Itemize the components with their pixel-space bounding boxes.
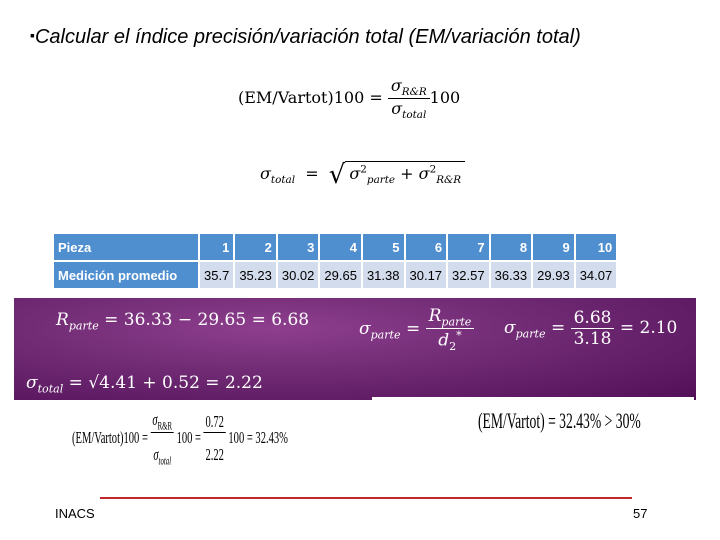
header-cell: 1 xyxy=(200,234,234,260)
sigma: σ xyxy=(390,76,402,95)
table-header-row: Pieza 1 2 3 4 5 6 7 8 9 10 xyxy=(54,234,617,260)
formula-sigma-total: σtotal = √ σ2parte + σ2R&R xyxy=(260,160,466,190)
header-cell: 4 xyxy=(320,234,361,260)
value: = √4.41 + 0.52 = 2.22 xyxy=(68,373,263,393)
num: 0.72 xyxy=(203,412,226,434)
sub: parte xyxy=(366,174,396,187)
den: 2.22 xyxy=(205,445,224,465)
white-strip xyxy=(372,397,694,402)
num: 6.68 xyxy=(570,308,615,329)
cell: 31.38 xyxy=(362,262,404,288)
sub: total xyxy=(270,174,296,187)
sigma-total-value: σtotal = √4.41 + 0.52 = 2.22 xyxy=(26,373,263,396)
header-cell: 8 xyxy=(490,234,532,260)
sub: 2 xyxy=(449,340,457,354)
lhs: (EM/Vartot)100 = xyxy=(72,427,148,447)
sub: total xyxy=(402,109,427,122)
result-formula: (EM/Vartot)100 = σR&R σtotal 100 = 0.72 2.… xyxy=(72,410,288,468)
header-cell: 9 xyxy=(533,234,574,260)
sigma: σ xyxy=(260,164,271,183)
cell: 35.23 xyxy=(235,262,276,288)
r-parte-formula: Rparte = 36.33 − 29.65 = 6.68 xyxy=(56,310,310,333)
cell: 32.57 xyxy=(448,262,489,288)
sub: parte xyxy=(515,327,546,341)
value: = 36.33 − 29.65 = 6.68 xyxy=(104,310,310,330)
table-row: Medición promedio 35.7 35.23 30.02 29.65… xyxy=(54,262,617,288)
sub: parte xyxy=(68,319,99,333)
sub: R&R xyxy=(157,420,173,433)
cell: 29.93 xyxy=(533,262,574,288)
sub: R&R xyxy=(401,86,427,99)
eq: = xyxy=(550,318,566,338)
factor: 100 xyxy=(429,88,461,108)
cell: 36.33 xyxy=(490,262,532,288)
end: 100 = 32.43% xyxy=(228,427,288,447)
divider-line xyxy=(100,497,632,499)
cell: 30.02 xyxy=(277,262,319,288)
sub: total xyxy=(158,455,172,468)
measurements-table: Pieza 1 2 3 4 5 6 7 8 9 10 Medición prom… xyxy=(52,232,618,290)
sup: 2 xyxy=(360,163,367,176)
page-number: 57 xyxy=(633,506,648,521)
eq: = xyxy=(405,319,421,340)
footer-label: INACS xyxy=(55,506,95,521)
cell: 35.7 xyxy=(200,262,234,288)
value: = 2.10 xyxy=(619,318,678,338)
row-label: Medición promedio xyxy=(54,262,198,288)
plus: + xyxy=(400,164,414,183)
bullet-icon: ▪ xyxy=(30,27,35,43)
formula1-lhs: (EM/Vartot)100 = xyxy=(238,88,383,108)
sup: * xyxy=(456,329,462,343)
sigma: σ xyxy=(391,99,403,119)
title-text: Calcular el índice precisión/variación t… xyxy=(34,26,581,48)
cell: 30.17 xyxy=(405,262,447,288)
header-cell: 5 xyxy=(362,234,404,260)
calculation-band: Rparte = 36.33 − 29.65 = 6.68 σparte = R… xyxy=(14,298,696,400)
sub: R&R xyxy=(436,174,462,187)
slide-title: ▪Calcular el índice precisión/variación … xyxy=(30,26,581,49)
cell: 34.07 xyxy=(575,262,617,288)
mid: 100 = xyxy=(176,427,201,447)
header-cell: 10 xyxy=(575,234,617,260)
den: 3.18 xyxy=(573,329,612,349)
num: R xyxy=(428,306,442,326)
sigma-parte-value: σparte = 6.68 3.18 = 2.10 xyxy=(504,308,678,349)
header-cell: 2 xyxy=(235,234,276,260)
sigma: σ xyxy=(349,164,361,183)
conclusion: (EM/Vartot) = 32.43% > 30% xyxy=(478,408,641,433)
sub: total xyxy=(37,382,64,396)
sigma: σ xyxy=(418,164,430,183)
sub: parte xyxy=(441,315,472,329)
header-cell: 3 xyxy=(277,234,319,260)
sigma-parte-def: σparte = Rparte d2* xyxy=(359,306,475,354)
formula-em-vartot: (EM/Vartot)100 = σR&R σtotal 100 xyxy=(238,76,460,121)
header-cell: 6 xyxy=(405,234,447,260)
sub: parte xyxy=(370,328,401,342)
header-cell: 7 xyxy=(448,234,489,260)
cell: 29.65 xyxy=(320,262,361,288)
den: d xyxy=(438,331,450,352)
sup: 2 xyxy=(429,163,437,176)
eq: = xyxy=(305,164,319,183)
header-cell: Pieza xyxy=(54,234,198,260)
